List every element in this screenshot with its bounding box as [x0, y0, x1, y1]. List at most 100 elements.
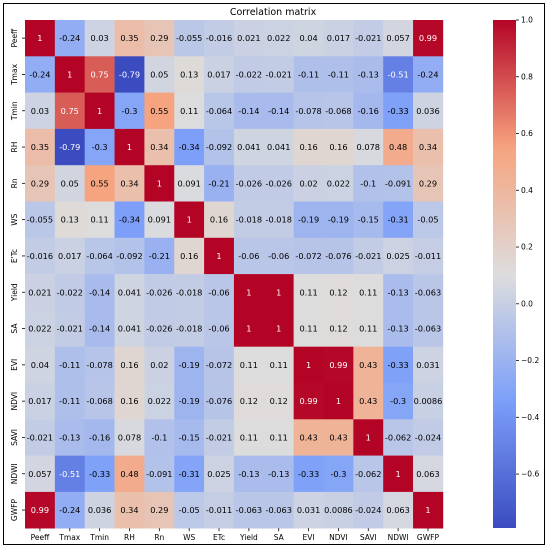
cell-value-label: 0.11 [91, 215, 109, 225]
cell-value-label: -0.1 [151, 432, 167, 442]
heatmap-cell [204, 201, 235, 239]
heatmap-cell [25, 56, 56, 93]
heatmap-cell [413, 383, 444, 420]
cell-value-label: 0.11 [240, 432, 258, 442]
heatmap-cell [383, 237, 414, 275]
heatmap-cell [25, 165, 56, 202]
heatmap-cell [174, 165, 205, 202]
cell-value-label: -0.06 [208, 324, 229, 334]
cell-value-label: -0.018 [176, 287, 202, 297]
heatmap-cell [233, 491, 265, 529]
cell-value-label: 0.022 [327, 178, 350, 188]
cell-value-label: -0.011 [415, 251, 441, 261]
cell-value-label: 0.99 [299, 396, 317, 406]
cell-value-label: -0.018 [266, 215, 292, 225]
heatmap-cell [293, 383, 324, 420]
y-tick-label: Tmin [10, 101, 19, 121]
heatmap-cell [413, 419, 444, 456]
heatmap-cell [233, 419, 265, 456]
heatmap-cell [293, 56, 324, 93]
cell-value-label: 0.34 [120, 505, 138, 515]
heatmap-cell [323, 310, 354, 347]
heatmap-cell [233, 346, 265, 384]
cell-value-label: 0.04 [31, 360, 49, 370]
cell-value-label: -0.064 [86, 251, 112, 261]
heatmap-cell [84, 383, 115, 420]
heatmap-cell [323, 201, 354, 239]
cell-value-label: -0.076 [206, 396, 232, 406]
heatmap-cell [204, 274, 235, 311]
heatmap-cells: 1 -0.24 0.03 0.35 0.29 -0.055 -0.016 0.021 0.022… [25, 20, 444, 529]
cell-value-label: 0.05 [150, 69, 168, 79]
heatmap-cell [413, 237, 444, 275]
cell-value-label: -0.14 [268, 106, 289, 116]
heatmap-cell [84, 165, 115, 202]
cell-value-label: 0.13 [61, 215, 79, 225]
x-tick-label: Yield [239, 533, 258, 542]
cell-value-label: 0.13 [180, 69, 198, 79]
heatmap-cell [174, 310, 205, 347]
cell-value-label: 1 [97, 106, 102, 116]
cell-value-label: -0.15 [179, 432, 200, 442]
heatmap-cell [293, 346, 324, 384]
colorbar-tick-label: 0.2 [521, 243, 533, 252]
cell-value-label: 0.025 [207, 469, 230, 479]
heatmap-cell [323, 274, 354, 311]
cell-value-label: -0.011 [206, 505, 232, 515]
heatmap-cell [233, 56, 265, 93]
cell-value-label: -0.11 [328, 69, 349, 79]
heatmap-cell [144, 310, 175, 347]
heatmap-cell [353, 346, 384, 384]
heatmap-cell [204, 491, 235, 529]
cell-value-label: -0.13 [388, 324, 409, 334]
heatmap-cell [323, 92, 354, 130]
heatmap-cell [54, 56, 85, 93]
cell-value-label: -0.063 [415, 324, 441, 334]
cell-value-label: -0.016 [27, 251, 53, 261]
cell-value-label: -0.024 [415, 432, 441, 442]
heatmap-cell [25, 92, 56, 130]
heatmap-cell [54, 383, 85, 420]
heatmap-cell [174, 20, 205, 57]
heatmap-cell [84, 346, 115, 384]
heatmap-cell [174, 92, 205, 130]
heatmap-cell [144, 383, 175, 420]
cell-value-label: 0.43 [299, 432, 317, 442]
x-tick-label: SAVI [360, 533, 377, 542]
figure-frame [3, 3, 545, 545]
cell-value-label: 0.02 [299, 178, 317, 188]
heatmap-cell [174, 455, 205, 493]
cell-value-label: 0.021 [28, 287, 51, 297]
heatmap-cell [293, 310, 324, 347]
cell-value-label: 0.11 [180, 106, 198, 116]
cell-value-label: -0.13 [358, 69, 379, 79]
y-tick-label: NDWI [10, 463, 19, 484]
cell-value-label: -0.063 [236, 505, 262, 515]
heatmap-cell [353, 419, 384, 456]
heatmap-cell [293, 274, 324, 311]
heatmap-cell [84, 56, 115, 93]
cell-value-label: -0.31 [388, 215, 409, 225]
cell-value-label: 0.078 [118, 432, 141, 442]
heatmap-cell [263, 56, 294, 93]
cell-value-label: 0.022 [148, 396, 171, 406]
colorbar-tick-label: 0.8 [521, 72, 533, 81]
heatmap-cell [323, 346, 354, 384]
heatmap-cell [233, 201, 265, 239]
cell-value-label: 0.091 [148, 215, 171, 225]
cell-value-label: 0.11 [270, 360, 288, 370]
cell-value-label: -0.13 [388, 287, 409, 297]
cell-value-label: -0.14 [89, 324, 110, 334]
heatmap-cell [25, 201, 56, 239]
heatmap-cell [413, 455, 444, 493]
heatmap-cell [383, 92, 414, 130]
heatmap-cell [174, 274, 205, 311]
heatmap-cell [353, 165, 384, 202]
heatmap-cell [293, 128, 324, 166]
heatmap-cell [413, 201, 444, 239]
cell-value-label: 0.017 [207, 69, 230, 79]
heatmap-cell [293, 419, 324, 456]
heatmap-cell [293, 455, 324, 493]
heatmap-cell [84, 274, 115, 311]
cell-value-label: -0.21 [149, 251, 170, 261]
